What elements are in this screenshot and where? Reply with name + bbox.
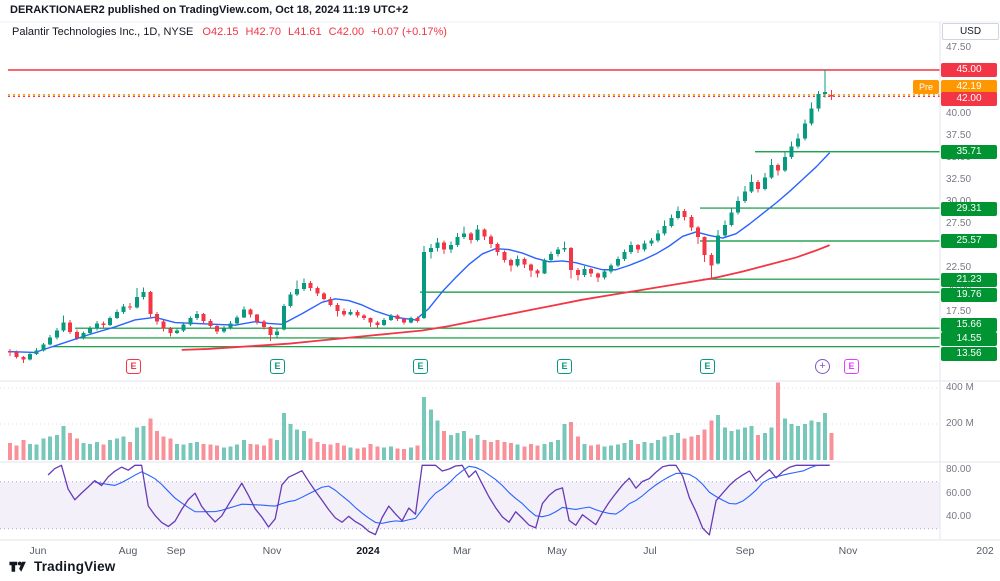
earnings-marker[interactable]: E: [844, 359, 859, 374]
ohlc-values: O42.15 H42.70 L41.61 C42.00 +0.07 (+0.17%): [202, 26, 454, 38]
attribution-text[interactable]: DERAKTIONAER2 published on TradingView.c…: [10, 4, 409, 16]
earnings-marker[interactable]: E: [126, 359, 141, 374]
tradingview-brand-text[interactable]: TradingView: [34, 558, 116, 574]
earnings-marker[interactable]: E: [270, 359, 285, 374]
ohlc-value: L41.61: [287, 26, 322, 38]
upcoming-event-marker[interactable]: +: [815, 359, 830, 374]
ohlc-value: +0.07 (+0.17%): [371, 26, 447, 38]
currency-axis-label[interactable]: USD: [942, 23, 999, 40]
earnings-marker[interactable]: E: [557, 359, 572, 374]
tradingview-logo-icon[interactable]: [8, 556, 28, 576]
volume-layer: [8, 382, 834, 460]
level-lines-layer: [8, 69, 940, 348]
ohlc-value: C42.00: [328, 26, 365, 38]
candlestick-layer: [8, 70, 834, 364]
rsi-layer: [47, 464, 830, 536]
pane-separators: [0, 21, 1000, 541]
ohlc-value: O42.15: [202, 26, 239, 38]
earnings-marker[interactable]: E: [413, 359, 428, 374]
chart-legend: Palantir Technologies Inc., 1D, NYSE O42.…: [12, 26, 454, 38]
ohlc-value: H42.70: [245, 26, 281, 38]
footer: TradingView: [8, 556, 115, 576]
symbol-title[interactable]: Palantir Technologies Inc., 1D, NYSE: [12, 26, 194, 38]
earnings-marker[interactable]: E: [700, 359, 715, 374]
grid-layer: [0, 387, 940, 530]
